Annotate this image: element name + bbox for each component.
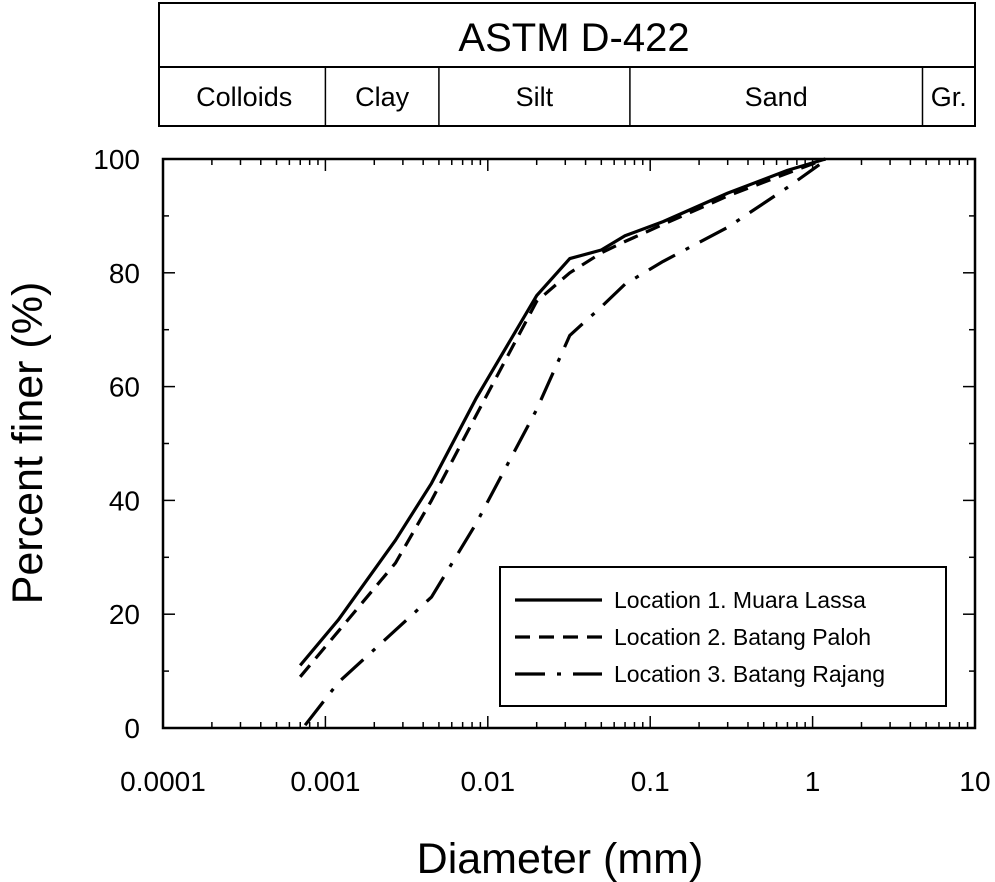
y-tick-label: 40	[109, 485, 140, 516]
series-line-3	[303, 163, 821, 727]
y-tick-label: 0	[124, 713, 140, 744]
astm-header-title: ASTM D-422	[458, 16, 689, 60]
series-line-2	[298, 157, 827, 678]
legend: Location 1. Muara Lassa Location 2. Batan…	[499, 566, 947, 707]
x-axis: 0.0001 0.001 0.01 0.1 1 10	[120, 159, 991, 797]
astm-class-label: Gr.	[931, 82, 967, 112]
astm-class-label: Colloids	[196, 82, 292, 112]
astm-class-row: Colloids Clay Silt Sand Gr.	[196, 67, 967, 126]
x-axis-title: Diameter (mm)	[417, 835, 704, 882]
y-axis-title: Percent finer (%)	[4, 282, 52, 605]
y-axis: 0 20 40 60 80 100	[93, 144, 975, 744]
x-tick-label: 1	[805, 766, 821, 797]
x-tick-label: 0.1	[631, 766, 670, 797]
y-tick-label: 80	[109, 258, 140, 289]
x-tick-label: 0.001	[290, 766, 360, 797]
series-lines	[298, 157, 827, 727]
astm-header: ASTM D-422 Colloids Clay Silt Sand Gr.	[158, 2, 976, 127]
series-line-1	[298, 157, 826, 667]
y-tick-label: 60	[109, 372, 140, 403]
y-tick-label: 100	[93, 144, 140, 175]
legend-label-1: Location 1. Muara Lassa	[614, 587, 866, 613]
x-tick-label: 10	[959, 766, 990, 797]
legend-label-2: Location 2. Batang Paloh	[614, 624, 871, 650]
astm-class-label: Sand	[745, 82, 808, 112]
astm-class-label: Clay	[355, 82, 410, 112]
x-tick-label: 0.0001	[120, 766, 206, 797]
astm-header-frame	[158, 2, 976, 127]
y-tick-label: 20	[109, 599, 140, 630]
legend-label-3: Location 3. Batang Rajang	[614, 661, 885, 687]
astm-class-label: Silt	[516, 82, 554, 112]
x-tick-label: 0.01	[461, 766, 516, 797]
